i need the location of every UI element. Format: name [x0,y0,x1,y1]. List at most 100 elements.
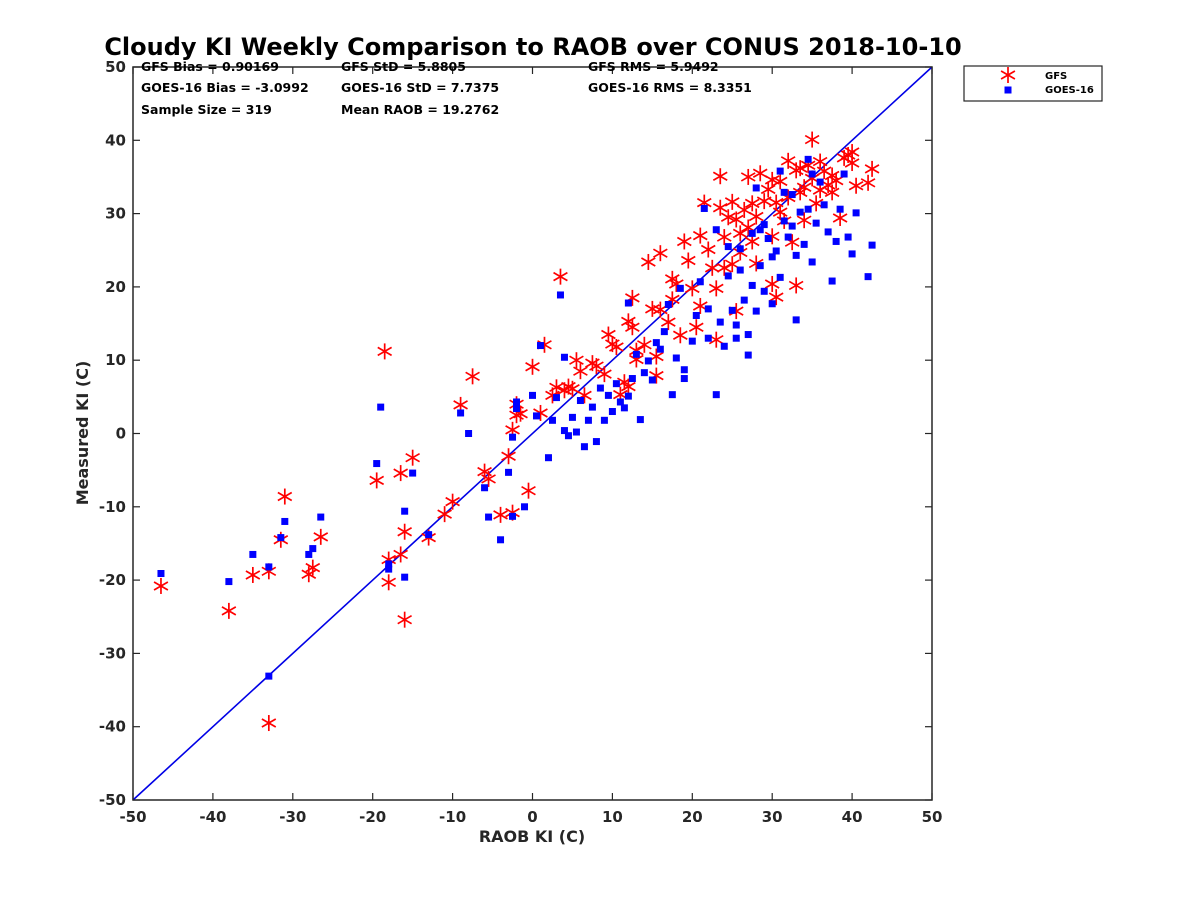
gfs-point [724,193,740,210]
goes16-point [824,228,832,236]
goes16-point [596,384,604,392]
goes16-point [580,443,588,451]
goes16-point [696,278,704,286]
goes16-point [736,245,744,253]
x-tick-label: 50 [922,808,943,826]
goes16-point [832,237,840,245]
goes16-point [736,266,744,274]
y-tick-label: -40 [99,718,126,736]
goes16-point [660,328,668,336]
goes16-point [636,416,644,424]
goes16-point [764,235,772,243]
goes16-point [560,353,568,361]
x-axis-label: RAOB KI (C) [479,827,585,846]
stats-block: GFS Bias = 0.90169 GFS StD = 5.8805 GFS … [141,59,752,117]
goes16-point [744,331,752,339]
goes16-point [796,208,804,216]
gfs-point [601,326,616,343]
goes16-point [692,311,700,319]
y-tick-label: 50 [105,58,126,76]
goes16-point [720,342,728,350]
goes16-point [317,513,325,521]
x-tick-label: 20 [682,808,703,826]
gfs-point [720,209,736,226]
goes16-point [465,430,473,437]
gfs-point [501,448,516,465]
goes16-point [700,204,708,212]
goes16-point [576,397,584,405]
gfs-point [589,358,604,375]
goes16-point [804,205,812,213]
gfs-point [736,201,752,218]
gfs-point [553,268,568,285]
goes16-point [820,201,828,209]
gfs-point [549,379,564,396]
goes16-point [724,243,732,251]
chart-title: Cloudy KI Weekly Comparison to RAOB over… [104,33,961,61]
goes16-point [792,316,800,324]
gfs-point [768,194,784,211]
stat-goes-bias: GOES-16 Bias = -3.0992 [141,80,309,95]
goes16-point [704,334,712,342]
legend-gfs-symbol [1000,67,1016,83]
gfs-point [740,168,756,185]
goes16-point [792,251,800,259]
gfs-point [780,152,796,169]
gfs-point [393,465,409,482]
goes16-point [385,560,393,568]
goes16-point [481,484,489,492]
y-axis-ticks: 50 40 30 20 10 0 -10 -20 -30 -40 -50 [99,58,932,809]
gfs-point [621,378,636,395]
stat-sample-size: Sample Size = 319 [141,102,272,117]
goes16-point [377,403,385,411]
gfs-point [397,611,413,628]
legend-goes16-symbol [1004,86,1012,94]
goes16-point [716,318,724,326]
goes16-point [497,536,505,544]
goes16-point [868,241,876,249]
y-tick-label: -10 [99,498,126,516]
gfs-point [637,336,652,353]
goes16-series [157,155,876,680]
gfs-point [844,155,860,172]
goes16-point [505,468,513,476]
goes16-point [401,573,409,581]
goes16-point [588,403,596,411]
x-axis-ticks: -50 -40 -30 -20 -10 0 10 20 30 40 50 [119,67,942,826]
goes16-point [668,391,676,399]
gfs-point [744,195,760,212]
gfs-point [764,275,780,292]
gfs-point [824,184,840,201]
x-tick-label: 10 [602,808,623,826]
y-tick-label: -20 [99,571,126,589]
goes16-point [768,300,776,308]
goes16-point [732,321,740,329]
gfs-point [732,225,748,242]
gfs-point [405,449,421,466]
legend-gfs-label: GFS [1045,71,1067,82]
goes16-point [401,507,409,515]
goes16-point [624,299,632,307]
x-tick-label: 40 [842,808,863,826]
gfs-point [848,177,864,194]
goes16-point [556,291,564,299]
gfs-point [565,380,580,397]
gfs-point [712,168,728,185]
gfs-point [676,233,692,250]
gfs-point [660,314,676,331]
goes16-point [712,391,720,399]
stat-mean-raob: Mean RAOB = 19.2762 [341,102,499,117]
gfs-point [521,482,536,499]
goes16-point [808,258,816,266]
goes16-point [816,178,824,186]
goes16-point [800,240,808,248]
goes16-point [732,334,740,342]
goes16-point [544,454,552,462]
goes16-point [281,517,289,525]
legend: GFS GOES-16 [963,65,1103,102]
goes16-point [840,170,848,178]
stat-gfs-std: GFS StD = 5.8805 [341,59,466,74]
gfs-point [369,472,385,489]
y-tick-label: 10 [105,351,126,369]
